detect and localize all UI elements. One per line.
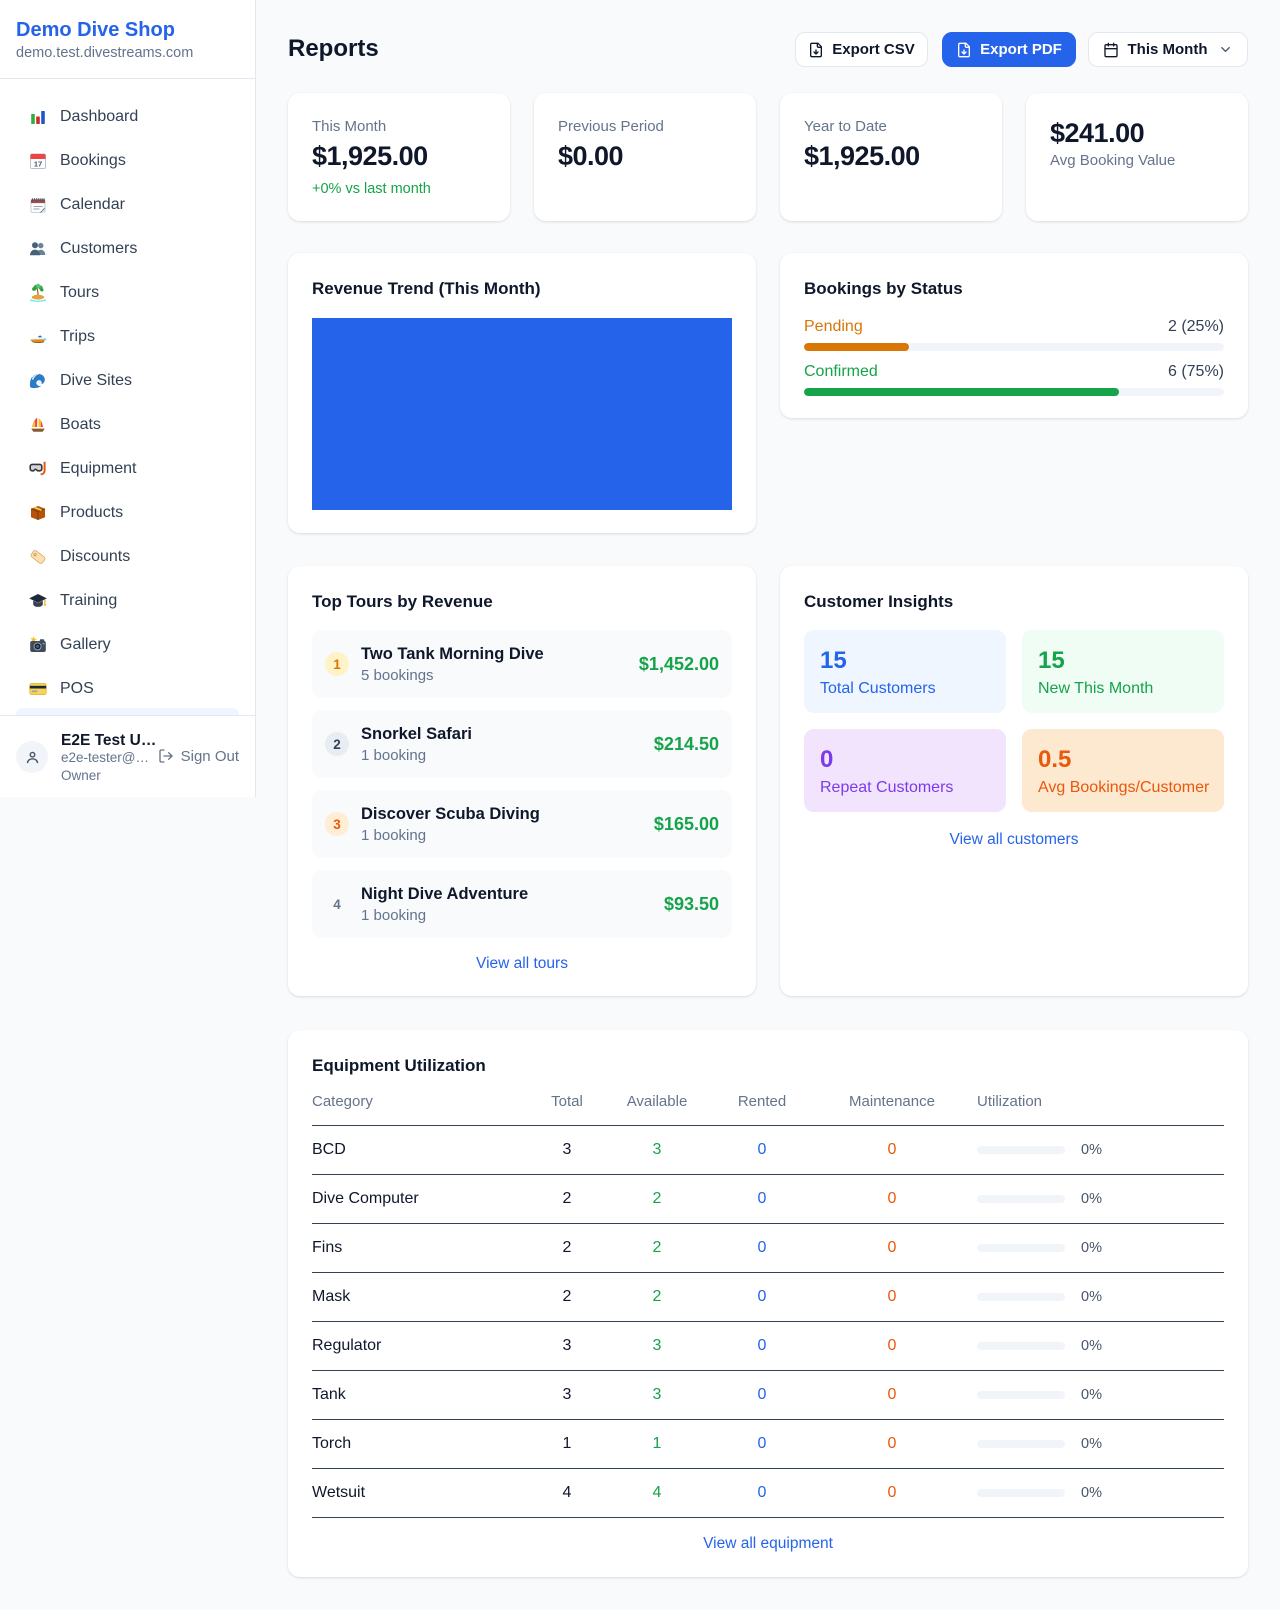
svg-text:17: 17	[34, 160, 42, 169]
